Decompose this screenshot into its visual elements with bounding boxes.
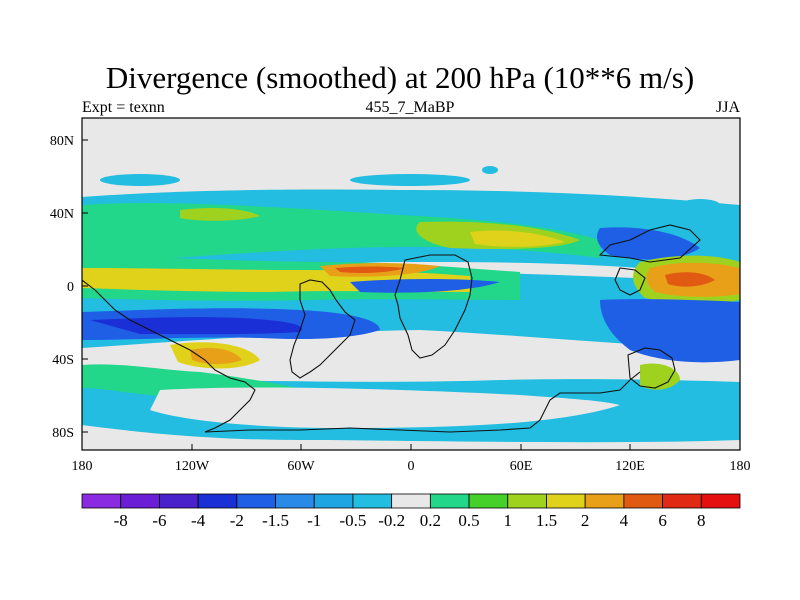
colorbar-swatch bbox=[507, 493, 547, 509]
coastline-asia bbox=[598, 224, 701, 263]
cyan-patch-north-3 bbox=[680, 199, 720, 211]
lat-label-40S: 40S bbox=[52, 353, 74, 368]
experiment-label: Expt = texnn bbox=[82, 99, 165, 116]
colorbar-swatch bbox=[700, 493, 741, 509]
red-blob-pacific bbox=[665, 272, 715, 287]
colorbar-label: -1 bbox=[307, 511, 321, 530]
colorbar-label: 0.2 bbox=[420, 511, 441, 530]
colorbar-label: -6 bbox=[152, 511, 166, 530]
colorbar-swatch bbox=[236, 493, 276, 509]
coastlines bbox=[82, 224, 701, 433]
run-label: 455_7_MaBP bbox=[365, 99, 455, 116]
colorbar-label: -0.2 bbox=[378, 511, 405, 530]
lightgreen-patch-1 bbox=[180, 207, 260, 221]
colorbar-label: 1.5 bbox=[536, 511, 557, 530]
colorbar-swatch bbox=[623, 493, 663, 509]
lon-label-0: 0 bbox=[408, 459, 415, 474]
colorbar-swatch bbox=[81, 493, 122, 509]
colorbar-swatch bbox=[546, 493, 586, 509]
lat-label-80N: 80N bbox=[50, 134, 74, 149]
season-label: JJA bbox=[715, 99, 740, 116]
lat-label-80S: 80S bbox=[52, 426, 74, 441]
colorbar-label: -4 bbox=[191, 511, 206, 530]
colorbar-label: -1.5 bbox=[262, 511, 289, 530]
cyan-patch-north-1 bbox=[100, 174, 180, 186]
colorbar-label: 6 bbox=[658, 511, 667, 530]
red-patch-equator bbox=[335, 266, 405, 273]
yellow-patch-1 bbox=[470, 230, 565, 247]
colorbar-swatch bbox=[197, 493, 238, 509]
neutral-patch-antarctic bbox=[150, 387, 620, 428]
colorbar-swatch bbox=[584, 493, 625, 509]
colorbar-label: 4 bbox=[620, 511, 629, 530]
colorbar-swatch bbox=[275, 493, 315, 509]
coastline-africa bbox=[394, 254, 473, 359]
blue-patch-indian bbox=[600, 299, 740, 363]
chart-title: Divergence (smoothed) at 200 hPa (10**6 … bbox=[105, 60, 695, 95]
lon-label-120W: 120W bbox=[175, 459, 210, 474]
map-field bbox=[82, 118, 740, 450]
colorbar-label: -2 bbox=[230, 511, 244, 530]
lon-label-180-left: 180 bbox=[72, 459, 93, 474]
lon-label-180-right: 180 bbox=[730, 459, 751, 474]
colorbar-swatch bbox=[468, 493, 509, 509]
colorbar: -8 -6 -4 -2 -1.5 -1 -0.5 -0.2 0.2 0.5 1 1.5 2 4 6 8 bbox=[81, 493, 741, 530]
lon-label-60W: 60W bbox=[287, 459, 315, 474]
colorbar-label: 2 bbox=[581, 511, 590, 530]
colorbar-swatch bbox=[352, 493, 393, 509]
cyan-patch-north-2 bbox=[350, 174, 470, 186]
colorbar-swatch bbox=[159, 493, 199, 509]
colorbar-label: -8 bbox=[114, 511, 128, 530]
colorbar-label: 1 bbox=[504, 511, 513, 530]
lon-label-120E: 120E bbox=[615, 459, 645, 474]
lon-axis: 180 120W 60W 0 60E 120E 180 bbox=[72, 444, 751, 474]
coastline-australia bbox=[627, 347, 676, 389]
cyan-patch-north-4 bbox=[482, 166, 498, 174]
blue-patch-asia bbox=[597, 227, 700, 260]
colorbar-swatch bbox=[391, 493, 431, 509]
coastline-south-america bbox=[289, 279, 356, 379]
lat-label-40N: 40N bbox=[50, 207, 74, 222]
colorbar-swatch bbox=[662, 493, 702, 509]
colorbar-swatch bbox=[120, 493, 160, 509]
coastline-indonesia bbox=[614, 267, 646, 296]
colorbar-swatch bbox=[429, 493, 470, 509]
colorbar-label: -0.5 bbox=[339, 511, 366, 530]
colorbar-label: 0.5 bbox=[458, 511, 479, 530]
darkblue-band-equator bbox=[350, 279, 500, 293]
lon-label-60E: 60E bbox=[510, 459, 533, 474]
colorbar-label: 8 bbox=[697, 511, 706, 530]
orange-patch-south bbox=[190, 348, 242, 365]
coastline-north-america bbox=[82, 279, 256, 433]
lightgreen-patch-antarctic bbox=[640, 363, 680, 390]
darkblue-band-south bbox=[90, 317, 302, 335]
lat-axis: 80N 40N 0 40S 80S bbox=[50, 134, 88, 441]
lat-label-0: 0 bbox=[67, 280, 74, 295]
coastline-antarctica bbox=[204, 371, 641, 433]
colorbar-swatch bbox=[313, 493, 354, 509]
